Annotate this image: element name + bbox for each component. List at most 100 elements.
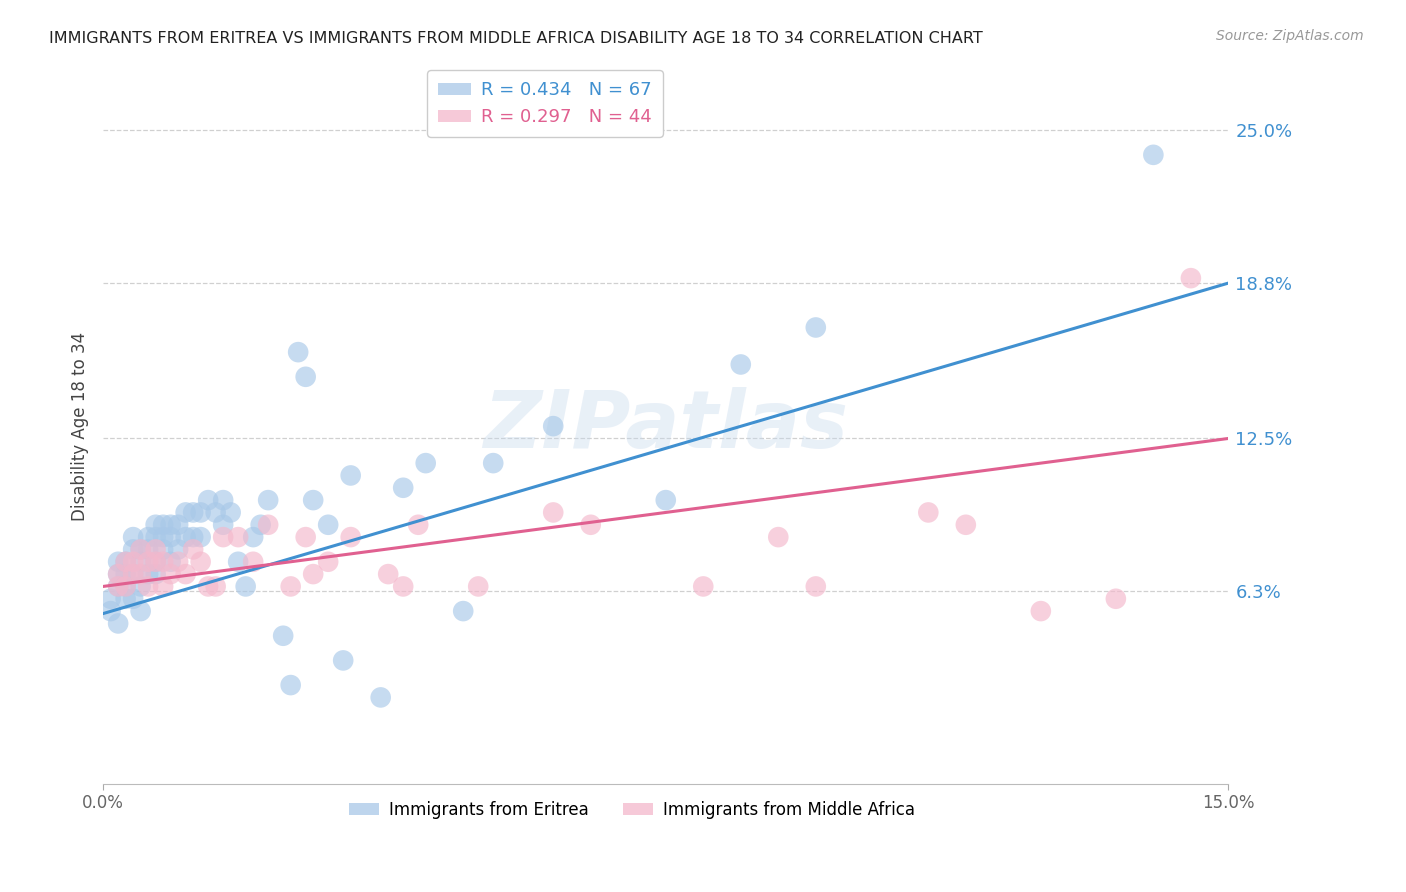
Point: [917, 505, 939, 519]
Point: [152, 579, 174, 593]
Point: [730, 358, 752, 372]
Point: [190, 505, 212, 519]
Point: [226, 555, 249, 569]
Point: [114, 567, 136, 582]
Point: [332, 653, 354, 667]
Point: [197, 579, 219, 593]
Point: [107, 579, 129, 593]
Point: [145, 555, 167, 569]
Point: [302, 493, 325, 508]
Point: [181, 530, 204, 544]
Point: [197, 493, 219, 508]
Point: [167, 517, 190, 532]
Point: [482, 456, 505, 470]
Point: [280, 579, 302, 593]
Point: [190, 530, 212, 544]
Point: [136, 542, 159, 557]
Point: [122, 542, 145, 557]
Text: ZIPatlas: ZIPatlas: [484, 387, 848, 465]
Point: [212, 517, 235, 532]
Text: IMMIGRANTS FROM ERITREA VS IMMIGRANTS FROM MIDDLE AFRICA DISABILITY AGE 18 TO 34: IMMIGRANTS FROM ERITREA VS IMMIGRANTS FR…: [49, 31, 983, 46]
Point: [114, 555, 136, 569]
Point: [655, 493, 678, 508]
Point: [316, 555, 339, 569]
Point: [174, 505, 197, 519]
Point: [219, 505, 242, 519]
Point: [257, 517, 280, 532]
Point: [226, 530, 249, 544]
Point: [804, 579, 827, 593]
Point: [152, 555, 174, 569]
Point: [129, 579, 152, 593]
Y-axis label: Disability Age 18 to 34: Disability Age 18 to 34: [72, 332, 89, 521]
Point: [159, 530, 181, 544]
Point: [212, 493, 235, 508]
Point: [1180, 271, 1202, 285]
Point: [316, 517, 339, 532]
Point: [145, 517, 167, 532]
Point: [159, 567, 181, 582]
Point: [204, 579, 226, 593]
Point: [100, 591, 122, 606]
Point: [129, 567, 152, 582]
Point: [107, 567, 129, 582]
Point: [107, 567, 129, 582]
Point: [114, 555, 136, 569]
Point: [181, 542, 204, 557]
Point: [692, 579, 714, 593]
Point: [107, 616, 129, 631]
Point: [392, 579, 415, 593]
Point: [122, 591, 145, 606]
Point: [107, 555, 129, 569]
Point: [406, 517, 429, 532]
Point: [804, 320, 827, 334]
Point: [541, 505, 564, 519]
Point: [114, 579, 136, 593]
Point: [204, 505, 226, 519]
Point: [152, 517, 174, 532]
Point: [339, 468, 361, 483]
Point: [242, 555, 264, 569]
Point: [136, 555, 159, 569]
Point: [122, 530, 145, 544]
Point: [181, 505, 204, 519]
Point: [467, 579, 489, 593]
Point: [287, 345, 309, 359]
Point: [955, 517, 977, 532]
Point: [167, 555, 190, 569]
Point: [129, 542, 152, 557]
Point: [339, 530, 361, 544]
Point: [159, 517, 181, 532]
Point: [377, 567, 399, 582]
Point: [136, 579, 159, 593]
Point: [212, 530, 235, 544]
Point: [129, 555, 152, 569]
Point: [1029, 604, 1052, 618]
Point: [122, 567, 145, 582]
Point: [1142, 148, 1164, 162]
Point: [145, 542, 167, 557]
Point: [114, 591, 136, 606]
Text: Source: ZipAtlas.com: Source: ZipAtlas.com: [1216, 29, 1364, 43]
Point: [100, 604, 122, 618]
Point: [392, 481, 415, 495]
Point: [145, 555, 167, 569]
Point: [167, 542, 190, 557]
Point: [129, 542, 152, 557]
Point: [114, 579, 136, 593]
Point: [579, 517, 602, 532]
Point: [145, 567, 167, 582]
Point: [122, 555, 145, 569]
Point: [190, 555, 212, 569]
Point: [302, 567, 325, 582]
Point: [107, 579, 129, 593]
Point: [152, 542, 174, 557]
Point: [249, 517, 271, 532]
Point: [129, 604, 152, 618]
Legend: Immigrants from Eritrea, Immigrants from Middle Africa: Immigrants from Eritrea, Immigrants from…: [343, 794, 921, 825]
Point: [1105, 591, 1128, 606]
Point: [370, 690, 392, 705]
Point: [271, 629, 294, 643]
Point: [174, 567, 197, 582]
Point: [174, 530, 197, 544]
